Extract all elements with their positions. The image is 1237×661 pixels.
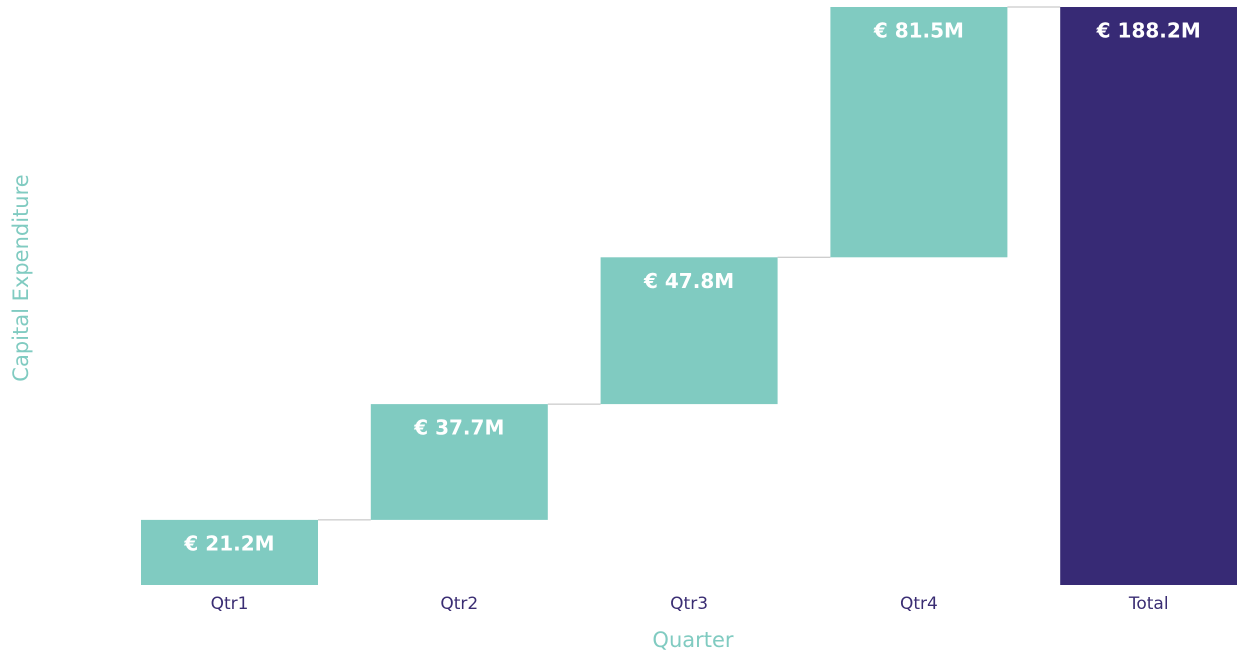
bar <box>1060 7 1237 585</box>
x-axis-title: Quarter <box>652 628 733 652</box>
x-tick-label: Qtr2 <box>440 594 478 614</box>
x-tick-label: Qtr4 <box>900 594 938 614</box>
y-axis-title: Capital Expenditure <box>9 174 33 381</box>
bar <box>600 257 778 405</box>
value-label: € 37.7M <box>413 416 504 440</box>
value-label: € 188.2M <box>1096 19 1201 43</box>
x-tick-label: Total <box>1128 594 1169 614</box>
bar <box>370 404 548 520</box>
value-label: € 81.5M <box>873 19 964 43</box>
value-label: € 47.8M <box>643 269 734 293</box>
value-label: € 21.2M <box>183 531 274 555</box>
bar <box>830 7 1008 258</box>
x-tick-label: Qtr3 <box>670 594 708 614</box>
bar <box>141 519 318 585</box>
x-tick-label: Qtr1 <box>211 594 249 614</box>
